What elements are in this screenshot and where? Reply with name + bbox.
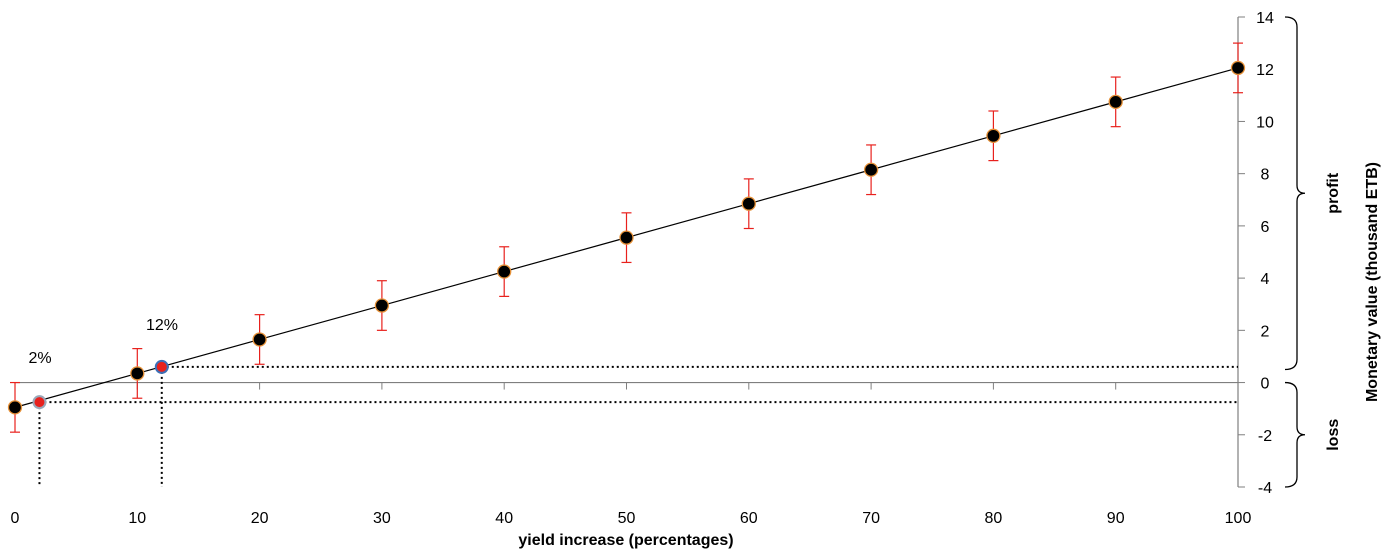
data-point [497,264,512,279]
data-point [1230,60,1246,76]
data-series [7,42,1246,433]
bracket-label-loss: loss [1325,419,1342,451]
y-axis-title: Monetary value (thousand ETB) [1364,162,1381,402]
x-tick-label: 50 [618,510,636,527]
x-tick-label: 90 [1107,510,1125,527]
bracket-label-profit: profit [1325,172,1342,214]
y-tick-label: 2 [1261,323,1270,340]
y-tick-label: 4 [1261,271,1270,288]
data-point [374,298,390,313]
x-tick-label: 80 [985,510,1003,527]
data-point [7,400,23,415]
bracket-loss [1284,381,1306,488]
labels: profit loss 2% 12% [28,16,1342,488]
highlight-point [32,395,47,410]
y-tick-label: 0 [1261,376,1270,393]
data-point [863,162,879,177]
data-point [619,230,634,245]
x-tick-label: 0 [11,510,20,527]
data-point [986,128,1001,143]
x-tick-label: 60 [740,510,758,527]
y-tick-label: 8 [1261,167,1270,184]
x-tick-label: 10 [128,510,146,527]
highlight-label: 12% [146,317,178,334]
axes: 0 10 20 30 40 50 60 70 80 90 100 -4 -2 0 2 4 6 8 10 12 14 [11,10,1274,527]
x-tick-label: 100 [1225,510,1252,527]
data-point [1108,94,1123,110]
y-tick-label: 14 [1256,10,1274,27]
y-tick-label: 12 [1256,62,1274,79]
y-tick-label: -2 [1258,428,1272,445]
highlight-point [154,359,169,374]
data-point [130,366,145,381]
x-tick-label: 70 [862,510,880,527]
y-tick-label: -4 [1258,480,1272,497]
x-tick-label: 30 [373,510,391,527]
x-tick-label: 40 [495,510,513,527]
highlight-label: 2% [28,350,51,367]
y-tick-label: 6 [1261,219,1270,236]
x-tick-label: 20 [251,510,269,527]
x-axis-title: yield increase (percentages) [518,532,733,549]
guide-lines [38,365,1238,487]
data-point [252,332,267,347]
data-point [741,196,756,211]
bracket-profit [1284,16,1306,371]
y-tick-label: 10 [1256,114,1274,131]
